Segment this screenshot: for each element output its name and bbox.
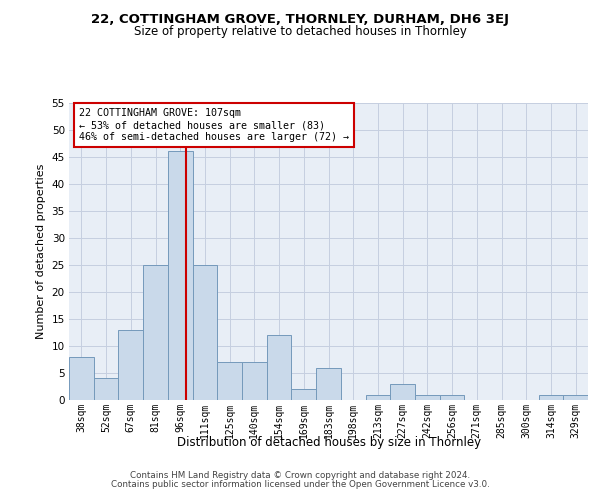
Bar [94,378,118,400]
Text: Contains HM Land Registry data © Crown copyright and database right 2024.: Contains HM Land Registry data © Crown c… [130,471,470,480]
Bar [69,356,94,400]
Bar [242,362,267,400]
Bar [390,384,415,400]
Text: 22, COTTINGHAM GROVE, THORNLEY, DURHAM, DH6 3EJ: 22, COTTINGHAM GROVE, THORNLEY, DURHAM, … [91,12,509,26]
Bar [118,330,143,400]
Text: Distribution of detached houses by size in Thornley: Distribution of detached houses by size … [177,436,481,449]
Bar [539,394,563,400]
Bar [415,394,440,400]
Bar [440,394,464,400]
Bar [267,335,292,400]
Text: Size of property relative to detached houses in Thornley: Size of property relative to detached ho… [134,25,466,38]
Bar [143,265,168,400]
Bar [365,394,390,400]
Bar [193,265,217,400]
Bar [563,394,588,400]
Y-axis label: Number of detached properties: Number of detached properties [36,164,46,339]
Bar [292,389,316,400]
Bar [316,368,341,400]
Bar [217,362,242,400]
Bar [168,151,193,400]
Text: 22 COTTINGHAM GROVE: 107sqm
← 53% of detached houses are smaller (83)
46% of sem: 22 COTTINGHAM GROVE: 107sqm ← 53% of det… [79,108,349,142]
Text: Contains public sector information licensed under the Open Government Licence v3: Contains public sector information licen… [110,480,490,489]
